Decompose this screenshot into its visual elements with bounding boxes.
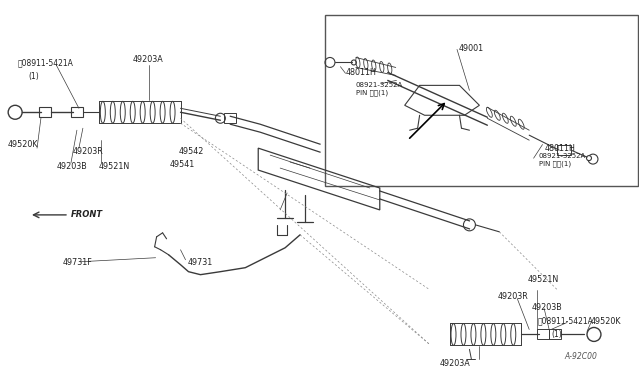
Circle shape [586,155,591,161]
Text: 49001: 49001 [459,44,484,54]
Text: 49520K: 49520K [591,317,621,326]
Text: 49521N: 49521N [527,275,559,284]
Text: 49203R: 49203R [497,292,528,301]
Circle shape [351,60,356,65]
Text: 48011H: 48011H [346,68,376,77]
Text: (1): (1) [551,330,562,340]
Text: FRONT: FRONT [71,210,103,219]
Text: 08921-3252A: 08921-3252A [539,153,586,158]
Text: PIN ピン(1): PIN ピン(1) [356,90,388,96]
Text: 49203R: 49203R [73,147,104,156]
Text: 49203B: 49203B [531,302,562,312]
Text: 48011H: 48011H [545,144,575,154]
Text: 49541: 49541 [170,160,195,169]
Text: 49203B: 49203B [57,162,88,171]
Text: 49203A: 49203A [440,359,470,368]
Text: 08921-3252A: 08921-3252A [356,82,403,88]
Text: 49203A: 49203A [132,55,163,64]
Text: 49731F: 49731F [63,258,93,267]
Text: 49520K: 49520K [7,140,38,149]
Text: 49542: 49542 [179,147,204,156]
Text: PIN ピン(1): PIN ピン(1) [539,160,571,167]
Text: (1): (1) [28,73,39,81]
Text: ⓝ08911-5421A: ⓝ08911-5421A [17,58,73,67]
Text: A-92C00: A-92C00 [564,352,597,361]
Text: 49731: 49731 [188,258,212,267]
Text: 49521N: 49521N [99,162,130,171]
Bar [325,15,637,186]
Text: ⓝ08911-5421A: ⓝ08911-5421A [537,317,593,326]
